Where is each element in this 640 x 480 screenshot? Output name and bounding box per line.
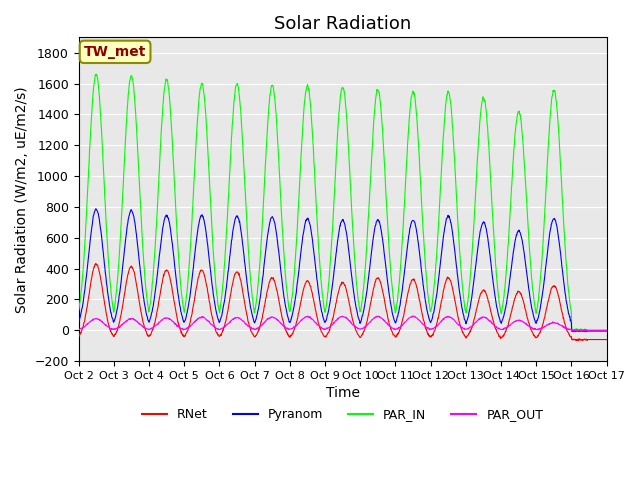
Legend: RNet, Pyranom, PAR_IN, PAR_OUT: RNet, Pyranom, PAR_IN, PAR_OUT	[137, 403, 548, 426]
Title: Solar Radiation: Solar Radiation	[274, 15, 412, 33]
Text: TW_met: TW_met	[84, 45, 147, 59]
X-axis label: Time: Time	[326, 386, 360, 400]
Y-axis label: Solar Radiation (W/m2, uE/m2/s): Solar Radiation (W/m2, uE/m2/s)	[15, 86, 29, 312]
